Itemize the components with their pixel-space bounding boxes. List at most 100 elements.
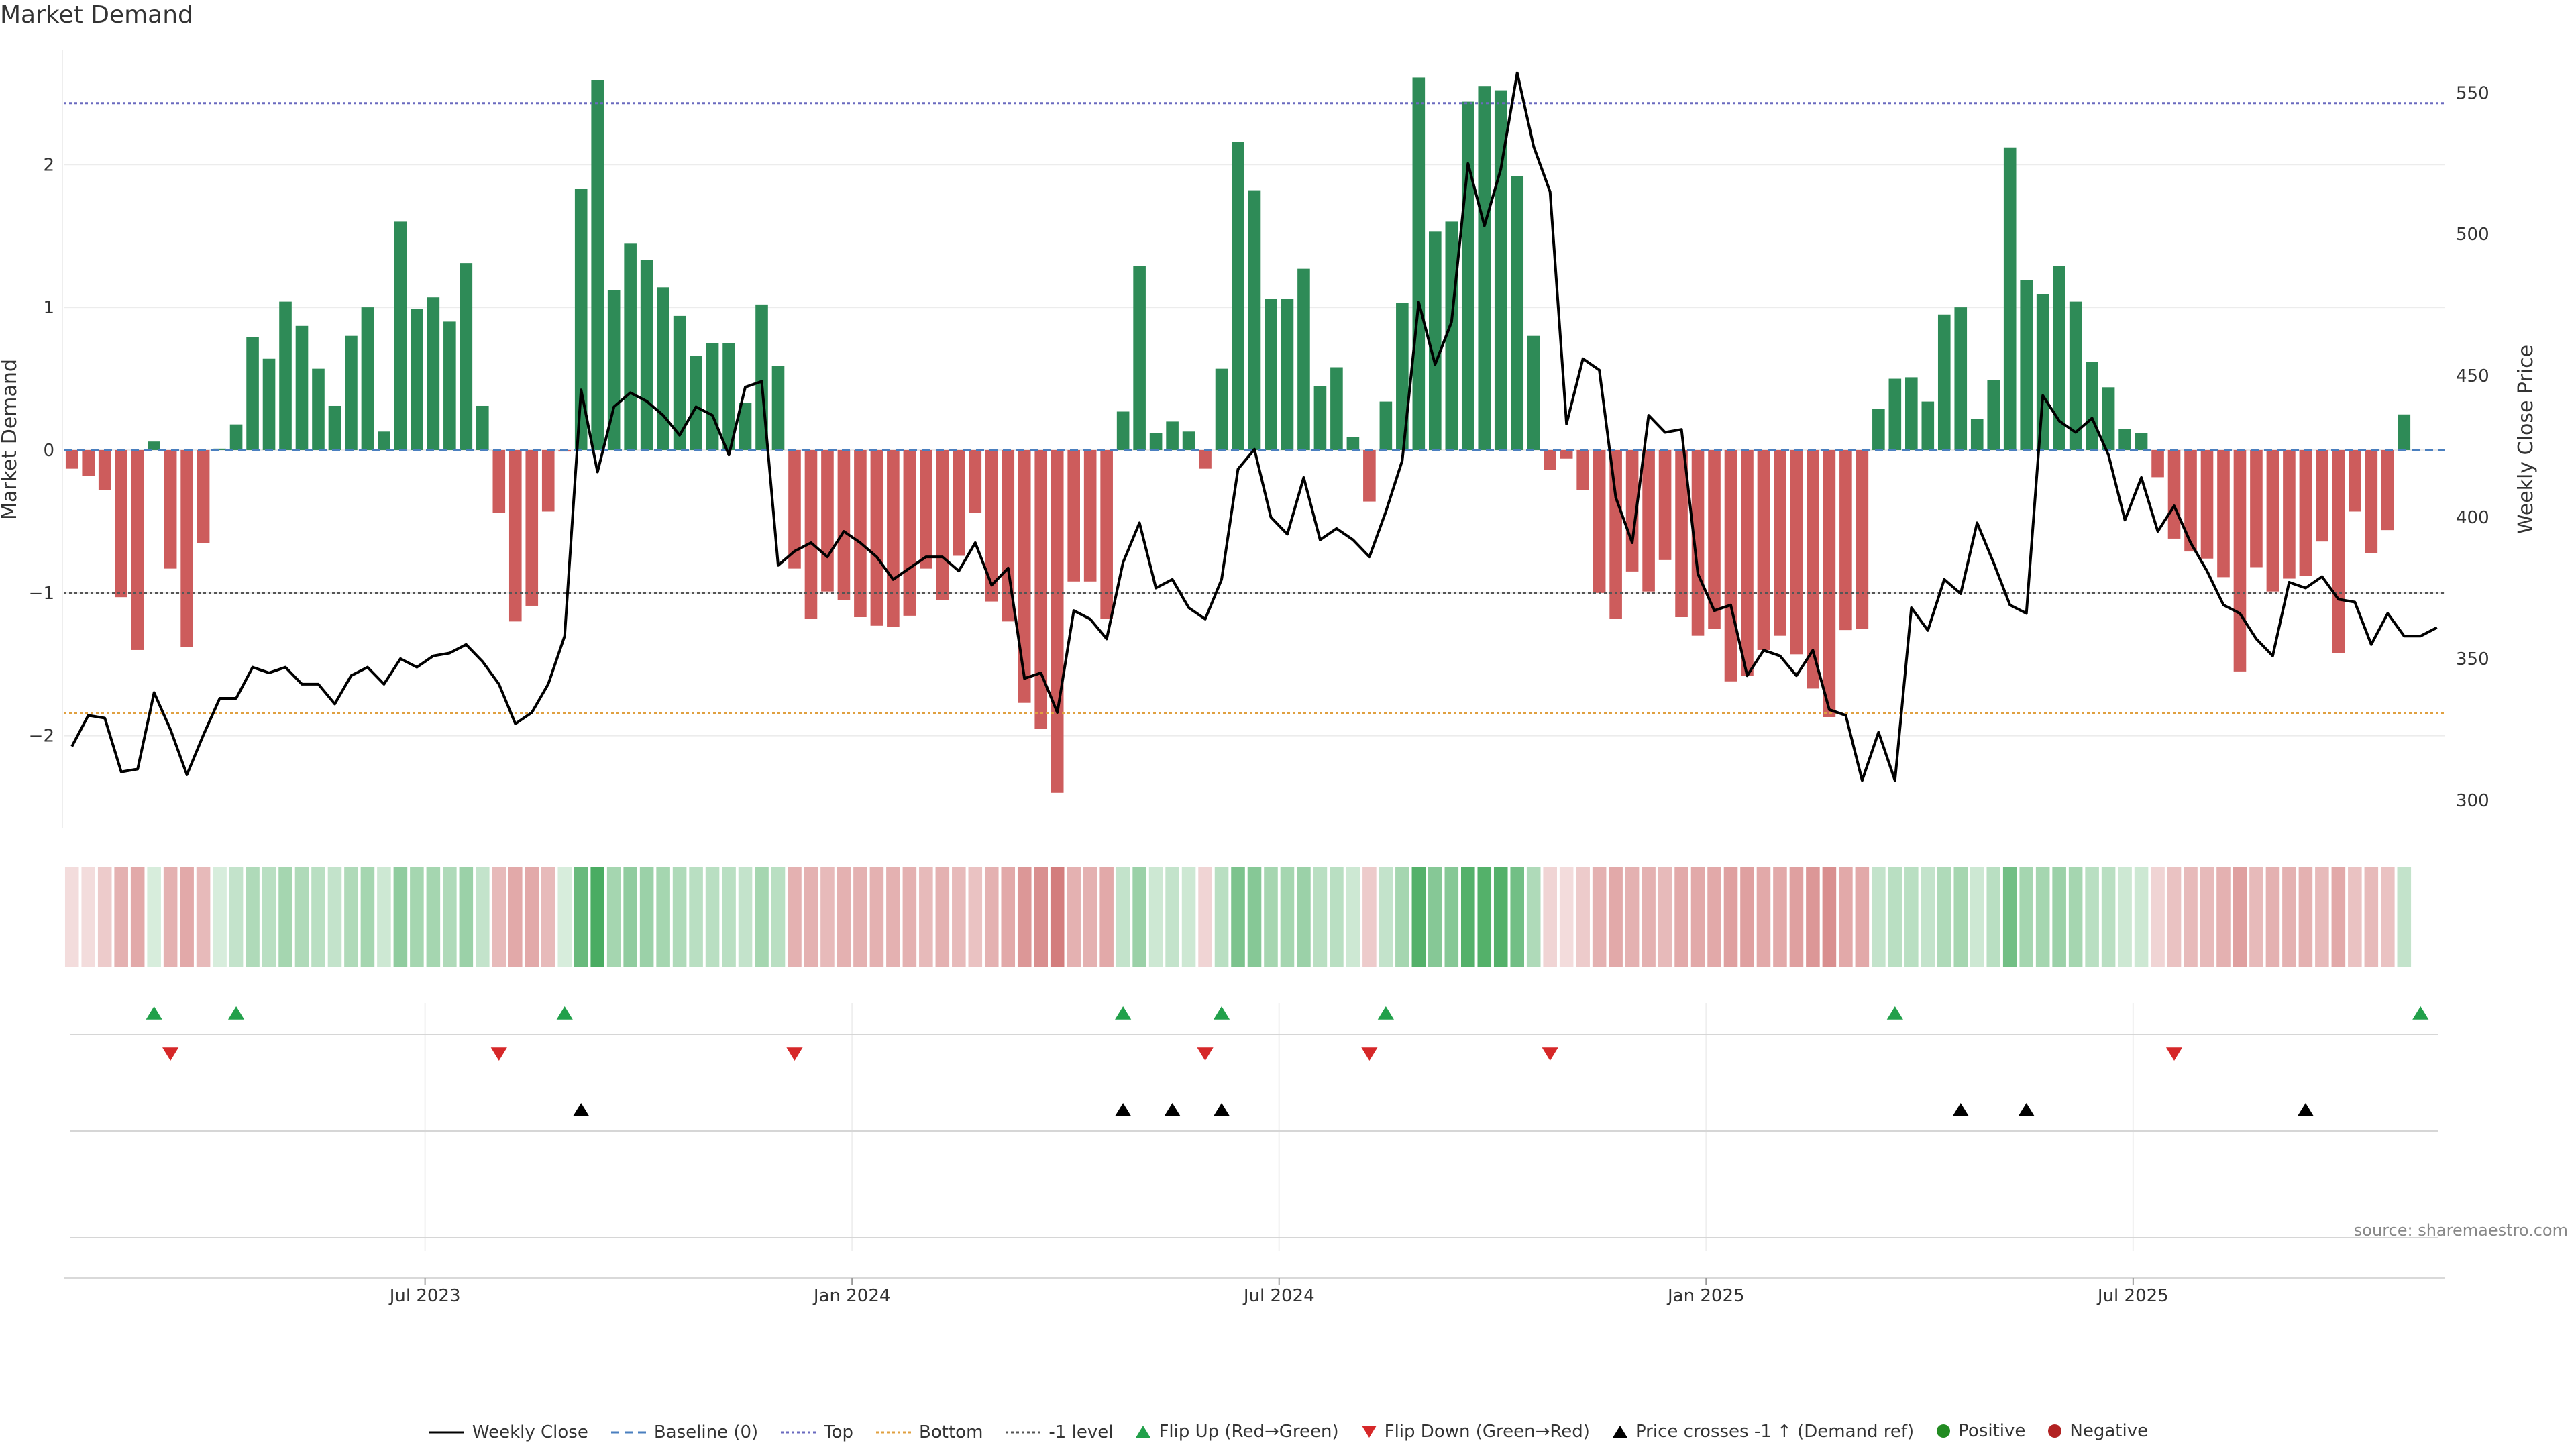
demand-strip-cell xyxy=(639,867,654,967)
price-cross-marker xyxy=(1213,1103,1230,1116)
demand-strip-cell xyxy=(1148,867,1163,967)
demand-strip-cell xyxy=(1543,867,1557,967)
source-credit: source: sharemaestro.com xyxy=(2353,1221,2568,1240)
demand-bar xyxy=(2184,449,2197,552)
demand-bar xyxy=(1067,449,1080,582)
demand-strip-cell xyxy=(525,867,539,967)
demand-bar xyxy=(1002,449,1015,622)
legend-label: Baseline (0) xyxy=(653,1422,759,1442)
demand-bar xyxy=(2151,449,2164,478)
demand-strip-cell xyxy=(2233,867,2247,967)
demand-bar xyxy=(854,449,867,617)
demand-strip-cell xyxy=(1083,867,1097,967)
demand-bar xyxy=(1100,449,1113,619)
demand-strip-cell xyxy=(1609,867,1623,967)
demand-bar xyxy=(1396,303,1409,450)
legend-item: Negative xyxy=(2047,1421,2148,1441)
legend-item: -1 level xyxy=(1004,1422,1113,1442)
demand-strip-cell xyxy=(968,867,983,967)
legend-label: Top xyxy=(824,1422,854,1442)
demand-bar xyxy=(788,449,801,569)
demand-strip-cell xyxy=(590,867,604,967)
demand-bar xyxy=(1182,431,1195,450)
demand-strip-cell xyxy=(1428,867,1442,967)
demand-strip-cell xyxy=(459,867,474,967)
demand-strip-cell xyxy=(1264,867,1278,967)
flip-down-marker xyxy=(162,1047,179,1061)
demand-bar xyxy=(1823,449,1836,717)
demand-bar xyxy=(1461,101,1474,450)
demand-strip-cell xyxy=(278,867,292,967)
demand-strip-cell xyxy=(2397,867,2412,967)
demand-strip-cell xyxy=(902,867,917,967)
demand-strip-cell xyxy=(2151,867,2165,967)
demand-bar xyxy=(1774,449,1786,636)
demand-bar xyxy=(82,449,95,476)
demand-bar xyxy=(1888,378,1902,450)
demand-strip-cell xyxy=(1970,867,1984,967)
demand-strip-cell xyxy=(81,867,96,967)
demand-strip-cell xyxy=(1214,867,1229,967)
demand-strip-cell xyxy=(229,867,244,967)
demand-bar xyxy=(312,368,325,450)
demand-strip-cell xyxy=(1921,867,1935,967)
x-tick-label: Jul 2023 xyxy=(388,1286,461,1306)
demand-strip-cell xyxy=(1740,867,1754,967)
demand-strip-cell xyxy=(952,867,966,967)
flip-up-marker xyxy=(1213,1006,1230,1020)
demand-strip-cell xyxy=(1395,867,1409,967)
demand-strip-cell xyxy=(2019,867,2033,967)
demand-bar xyxy=(1905,377,1918,450)
demand-bar xyxy=(985,449,998,602)
flip-up-marker xyxy=(2412,1006,2429,1020)
price-cross-marker xyxy=(2018,1103,2035,1116)
demand-bar xyxy=(508,449,522,622)
demand-strip-cell xyxy=(130,867,145,967)
demand-bar xyxy=(591,80,604,450)
demand-bar xyxy=(1937,314,1951,450)
demand-strip-cell xyxy=(1132,867,1146,967)
demand-bar xyxy=(673,315,686,450)
legend-line-swatch xyxy=(781,1431,816,1434)
weekly-close-line xyxy=(70,71,2438,782)
demand-bar xyxy=(1199,449,1212,469)
demand-bar xyxy=(1346,437,1360,450)
demand-bar xyxy=(1445,221,1458,450)
demand-bar xyxy=(690,356,702,450)
demand-bar xyxy=(2381,449,2394,531)
demand-strip-cell xyxy=(393,867,408,967)
demand-strip-cell xyxy=(163,867,178,967)
demand-strip-cell xyxy=(2002,867,2017,967)
demand-strip-cell xyxy=(1872,867,1886,967)
legend-item: Weekly Close xyxy=(428,1422,588,1442)
demand-bar xyxy=(1856,449,1869,629)
demand-strip-cell xyxy=(2068,867,2083,967)
demand-bar xyxy=(1576,449,1589,490)
demand-strip-cell xyxy=(984,867,999,967)
demand-bar xyxy=(1593,449,1606,593)
demand-strip-cell xyxy=(1411,867,1426,967)
demand-strip-cell xyxy=(623,867,637,967)
demand-strip-cell xyxy=(2298,867,2313,967)
demand-bar xyxy=(1133,266,1146,450)
demand-bar xyxy=(2217,449,2230,578)
demand-strip-cell xyxy=(804,867,818,967)
demand-strip-cell xyxy=(2167,867,2182,967)
flip-up-marker xyxy=(227,1006,245,1020)
demand-strip-cell xyxy=(147,867,161,967)
demand-bar xyxy=(2053,266,2065,450)
demand-bar xyxy=(213,448,226,450)
demand-bar xyxy=(1051,449,1064,793)
demand-strip-cell xyxy=(1231,867,1245,967)
legend-line-swatch xyxy=(610,1431,646,1434)
demand-bar xyxy=(525,449,539,606)
triangle-down-icon xyxy=(1361,1426,1377,1438)
demand-strip-cell xyxy=(853,867,867,967)
demand-strip-cell xyxy=(1690,867,1705,967)
legend-label: Weekly Close xyxy=(472,1422,588,1442)
demand-strip-cell xyxy=(508,867,523,967)
demand-bar xyxy=(920,449,932,569)
demand-bar xyxy=(1265,299,1277,450)
demand-strip-cell xyxy=(1017,867,1032,967)
demand-strip-cell xyxy=(64,867,79,967)
